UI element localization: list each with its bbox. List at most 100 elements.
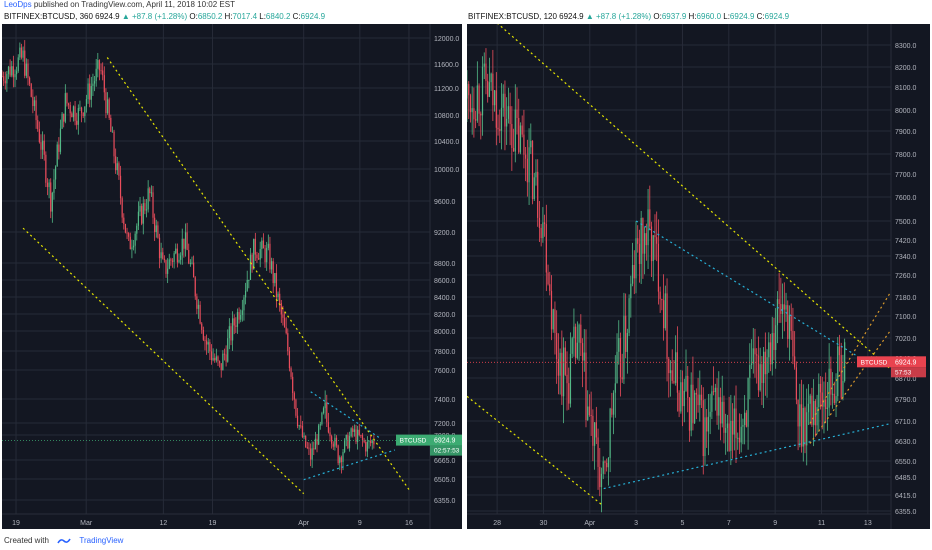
chart-panel-left[interactable]: 12000.0 11600.0 11200.0 10800.0 10400.0 10000… bbox=[2, 24, 462, 529]
candle-body bbox=[186, 232, 188, 250]
candle-body bbox=[228, 326, 230, 339]
candle-body bbox=[27, 63, 29, 78]
candle-body bbox=[103, 75, 105, 93]
chart-canvas-left[interactable]: 12000.0 11600.0 11200.0 10800.0 10400.0 10000… bbox=[2, 24, 462, 529]
candle-body bbox=[210, 351, 213, 361]
candle-body bbox=[215, 356, 217, 361]
candle-body bbox=[490, 73, 492, 83]
candle-body bbox=[300, 425, 302, 427]
candle-body bbox=[635, 238, 637, 279]
candle-body bbox=[750, 363, 753, 365]
candle-body bbox=[56, 144, 58, 167]
y-tick-label: 8800.0 bbox=[434, 261, 456, 268]
candle-body bbox=[163, 258, 165, 261]
candle-body bbox=[512, 148, 515, 152]
candle-body bbox=[533, 177, 535, 200]
candle-body bbox=[238, 312, 240, 320]
y-tick-label: 7800.0 bbox=[434, 349, 456, 356]
y-tick-label: 8000.0 bbox=[895, 108, 917, 115]
yellow-trend-line bbox=[467, 395, 602, 505]
candle-body bbox=[173, 253, 175, 262]
candle-body bbox=[561, 352, 563, 397]
candle-body bbox=[628, 298, 630, 333]
candle-body bbox=[587, 406, 589, 421]
candle-body bbox=[196, 296, 198, 309]
candle-body bbox=[759, 364, 761, 391]
candle-body bbox=[264, 248, 266, 263]
chart-panel-right[interactable]: 8300.0 8200.0 8100.0 8000.0 7900.0 7800.0 7700… bbox=[467, 24, 930, 529]
candle-body bbox=[233, 318, 235, 326]
candle-body bbox=[157, 225, 159, 238]
candle-body bbox=[592, 415, 594, 446]
candle-body bbox=[700, 394, 703, 401]
candle-body bbox=[597, 437, 599, 467]
candle-body bbox=[844, 342, 846, 381]
close-value: 6924.9 bbox=[300, 12, 326, 21]
candle-body bbox=[806, 412, 808, 446]
candle-body bbox=[804, 407, 806, 446]
candle-body bbox=[256, 254, 258, 259]
candle-body bbox=[619, 338, 622, 378]
y-tick-label: 7340.0 bbox=[895, 254, 917, 261]
yellow-trend-line bbox=[22, 227, 305, 495]
candle-body bbox=[11, 66, 13, 76]
candle-body bbox=[285, 327, 287, 334]
orange-trend-line bbox=[809, 291, 892, 424]
candle-body bbox=[199, 304, 201, 324]
candle-body bbox=[337, 445, 339, 464]
candle-body bbox=[259, 249, 261, 260]
candle-body bbox=[626, 332, 628, 352]
candle-body bbox=[20, 47, 23, 58]
candle-body bbox=[838, 346, 841, 356]
candle-body bbox=[607, 457, 610, 468]
price-tag bbox=[430, 434, 462, 446]
x-tick-label: Apr bbox=[298, 520, 310, 527]
candle-body bbox=[716, 387, 718, 416]
candle-body bbox=[345, 434, 347, 440]
symbol-label: BITFINEX:BTCUSD, 120 bbox=[468, 12, 557, 21]
candle-body bbox=[680, 382, 682, 412]
candle-body bbox=[825, 399, 827, 409]
candle-body bbox=[531, 140, 534, 200]
candle-body bbox=[576, 342, 578, 358]
candle-body bbox=[358, 429, 360, 435]
candle-body bbox=[594, 422, 596, 446]
author-link[interactable]: LeoDps bbox=[4, 0, 32, 9]
candle-body bbox=[761, 364, 763, 384]
candle-body bbox=[350, 428, 352, 436]
candle-body bbox=[261, 240, 263, 250]
candle-body bbox=[811, 395, 813, 425]
candle-body bbox=[110, 117, 112, 132]
candle-body bbox=[659, 291, 661, 299]
candle-body bbox=[129, 236, 131, 250]
candle-body bbox=[326, 402, 328, 423]
candle-body bbox=[606, 462, 608, 468]
price-tag bbox=[891, 356, 926, 368]
candle-body bbox=[631, 265, 634, 284]
candle-body bbox=[141, 205, 143, 224]
candle-body bbox=[90, 86, 92, 100]
chart-canvas-right[interactable]: 8300.0 8200.0 8100.0 8000.0 7900.0 7800.0 7700… bbox=[467, 24, 930, 529]
candle-body bbox=[145, 209, 148, 211]
candle-body bbox=[630, 283, 632, 299]
candle-body bbox=[295, 399, 297, 416]
candle-body bbox=[481, 66, 484, 116]
created-with-label: Created with bbox=[4, 536, 49, 545]
candle-body bbox=[547, 272, 549, 285]
candle-body bbox=[802, 407, 804, 447]
candle-body bbox=[368, 441, 370, 443]
candle-body bbox=[776, 299, 779, 326]
y-tick-label: 12000.0 bbox=[434, 36, 459, 43]
candle-body bbox=[165, 260, 167, 274]
candle-body bbox=[542, 222, 544, 239]
candle-body bbox=[212, 358, 214, 361]
candle-body bbox=[662, 300, 665, 329]
candle-body bbox=[573, 326, 575, 339]
candle-body bbox=[685, 375, 687, 391]
cyan-trend-line bbox=[603, 422, 892, 490]
candle-body bbox=[599, 466, 601, 488]
tradingview-brand[interactable]: TradingView bbox=[79, 536, 124, 545]
candle-body bbox=[745, 412, 747, 427]
candle-body bbox=[266, 247, 268, 263]
candle-body bbox=[609, 408, 611, 458]
